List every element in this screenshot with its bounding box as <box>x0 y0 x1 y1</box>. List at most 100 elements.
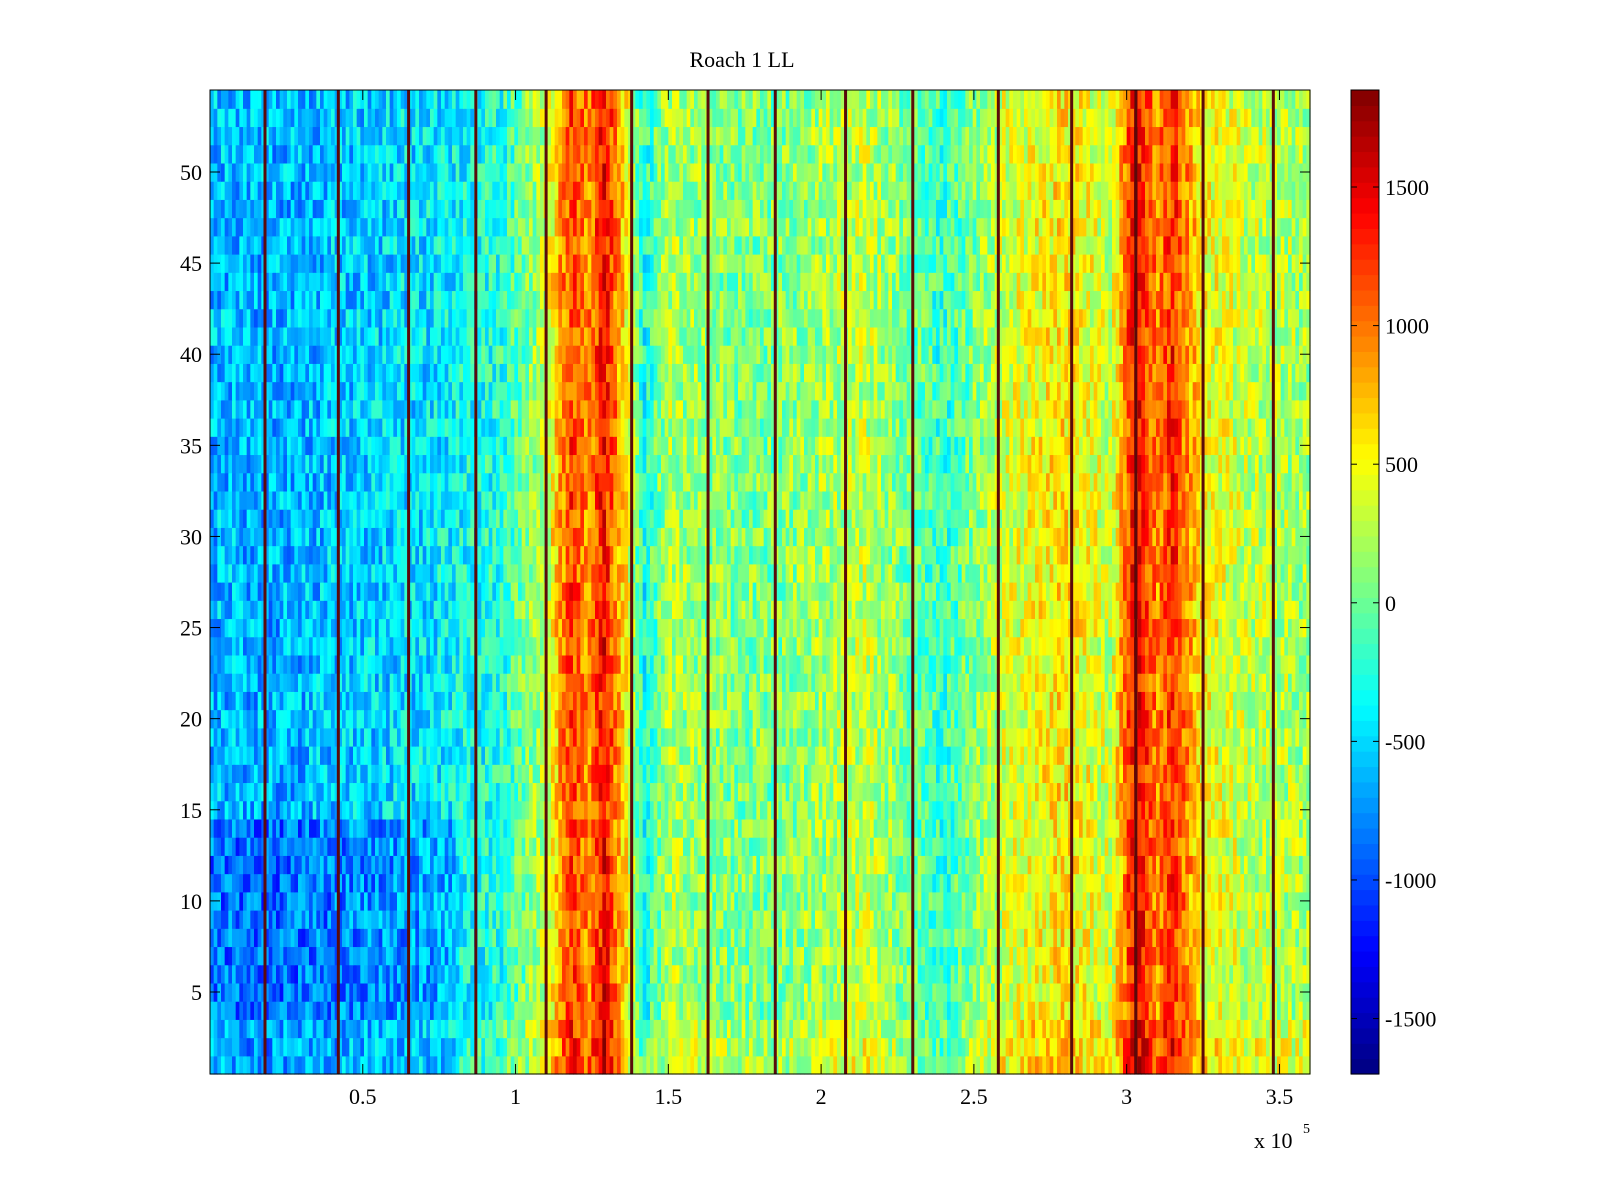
heatmap-cell <box>353 982 358 1002</box>
heatmap-cell <box>672 873 677 893</box>
heatmap-cell <box>767 1019 772 1039</box>
heatmap-cell <box>672 964 677 984</box>
heatmap-cell <box>624 855 629 875</box>
heatmap-cell <box>320 891 325 911</box>
heatmap-cell <box>345 764 350 784</box>
heatmap-cell <box>437 1001 442 1020</box>
heatmap-cell <box>785 982 790 1002</box>
heatmap-cell <box>1174 782 1179 802</box>
heatmap-cell <box>276 928 281 948</box>
heatmap-cell <box>826 1055 831 1075</box>
heatmap-cell <box>1207 873 1212 893</box>
heatmap-cell <box>576 982 581 1002</box>
heatmap-cell <box>470 782 475 802</box>
heatmap-cell <box>1302 1001 1307 1020</box>
heatmap-cell <box>1097 1001 1102 1020</box>
heatmap-cell <box>389 964 394 984</box>
heatmap-cell <box>1064 1019 1069 1039</box>
heatmap-cell <box>741 1001 746 1020</box>
heatmap-cell <box>771 982 776 1002</box>
heatmap-cell <box>477 837 482 856</box>
heatmap-cell <box>994 837 999 856</box>
heatmap-cell <box>1291 928 1296 948</box>
heatmap-cell <box>1093 800 1098 820</box>
heatmap-cell <box>606 1037 611 1057</box>
heatmap-cell <box>965 910 970 929</box>
heatmap-cell <box>1178 782 1183 802</box>
heatmap-cell <box>991 873 996 893</box>
heatmap-cell <box>921 891 926 911</box>
heatmap-cell <box>675 946 680 966</box>
heatmap-cell <box>1031 910 1036 929</box>
heatmap-cell <box>796 891 801 911</box>
heatmap-cell <box>807 818 812 838</box>
heatmap-cell <box>899 1037 904 1057</box>
heatmap-cell <box>837 964 842 984</box>
heatmap-cell <box>1233 1019 1238 1039</box>
heatmap-cell <box>331 1001 336 1020</box>
heatmap-cell <box>536 982 541 1002</box>
heatmap-cell <box>1064 855 1069 875</box>
heatmap-cell <box>774 764 779 784</box>
heatmap-cell <box>848 1037 853 1057</box>
heatmap-cell <box>881 928 886 948</box>
heatmap-cell <box>675 891 680 911</box>
heatmap-cell <box>1174 928 1179 948</box>
heatmap-cell <box>1123 910 1128 929</box>
heatmap-cell <box>404 837 409 856</box>
heatmap-cell <box>851 873 856 893</box>
heatmap-cell <box>1152 964 1157 984</box>
heatmap-cell <box>210 928 215 948</box>
heatmap-cell <box>668 782 673 802</box>
heatmap-cell <box>345 1055 350 1075</box>
heatmap-cell <box>569 837 574 856</box>
heatmap-cell <box>763 1019 768 1039</box>
heatmap-cell <box>437 982 442 1002</box>
heatmap-cell <box>998 964 1003 984</box>
heatmap-cell <box>235 1037 240 1057</box>
heatmap-cell <box>1090 873 1095 893</box>
heatmap-cell <box>349 946 354 966</box>
heatmap-cell <box>1108 910 1113 929</box>
heatmap-cell <box>1148 982 1153 1002</box>
heatmap-cell <box>1002 1037 1007 1057</box>
heatmap-cell <box>1097 800 1102 820</box>
heatmap-cell <box>532 1037 537 1057</box>
heatmap-cell <box>1277 946 1282 966</box>
heatmap-cell <box>525 928 530 948</box>
heatmap-cell <box>294 891 299 911</box>
heatmap-cell <box>1104 1001 1109 1020</box>
heatmap-cell <box>283 946 288 966</box>
heatmap-cell <box>415 873 420 893</box>
heatmap-cell <box>463 891 468 911</box>
heatmap-cell <box>1174 873 1179 893</box>
heatmap-cell <box>338 964 343 984</box>
heatmap-cell <box>441 982 446 1002</box>
heatmap-cell <box>345 891 350 911</box>
heatmap-cell <box>661 764 666 784</box>
heatmap-cell <box>356 1055 361 1075</box>
heatmap-cell <box>653 891 658 911</box>
heatmap-cell <box>239 764 244 784</box>
heatmap-cell <box>521 910 526 929</box>
heatmap-cell <box>767 764 772 784</box>
heatmap-cell <box>1196 1001 1201 1020</box>
heatmap-cell <box>767 910 772 929</box>
heatmap-cell <box>272 891 277 911</box>
heatmap-cell <box>932 818 937 838</box>
heatmap-cell <box>1244 837 1249 856</box>
heatmap-cell <box>261 782 266 802</box>
heatmap-cell <box>1211 818 1216 838</box>
heatmap-cell <box>455 946 460 966</box>
heatmap-cell <box>796 782 801 802</box>
heatmap-cell <box>1020 891 1025 911</box>
heatmap-cell <box>679 1055 684 1075</box>
heatmap-cell <box>342 818 347 838</box>
heatmap-cell <box>338 855 343 875</box>
heatmap-cell <box>793 1001 798 1020</box>
heatmap-cell <box>1189 1019 1194 1039</box>
heatmap-cell <box>1284 891 1289 911</box>
heatmap-cell <box>840 1001 845 1020</box>
heatmap-cell <box>371 891 376 911</box>
heatmap-cell <box>1240 818 1245 838</box>
